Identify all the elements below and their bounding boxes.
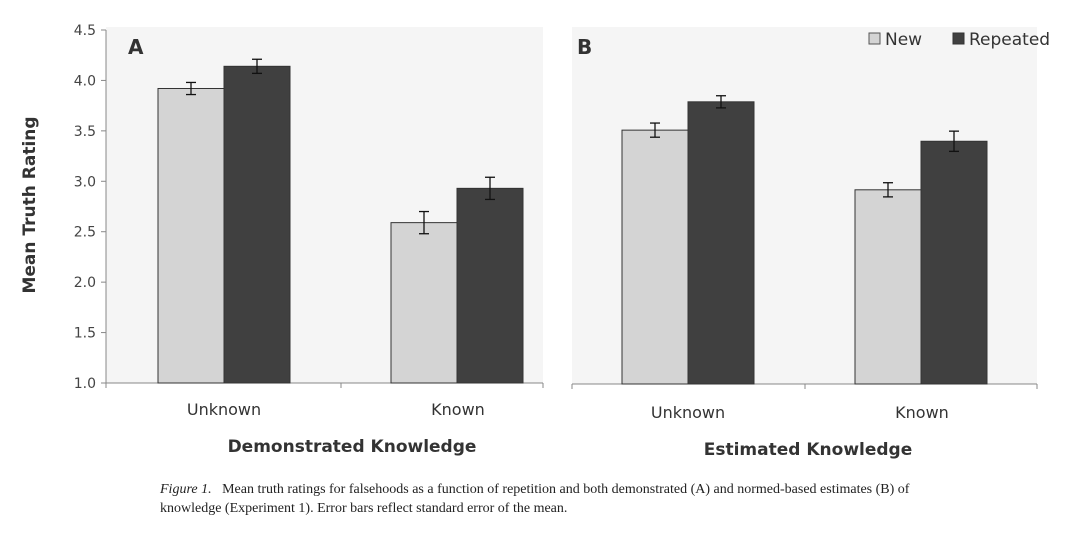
- error-bar-a-known-new: [419, 210, 429, 235]
- error-bar-a-known-repeated: [485, 176, 495, 201]
- figure-caption: Figure 1. Mean truth ratings for falseho…: [160, 480, 920, 518]
- y-axis-title: Mean Truth Rating: [20, 116, 40, 293]
- bar-a-known-new: [390, 222, 458, 384]
- category-label-b-known: Known: [895, 403, 949, 422]
- error-bar-b-unknown-repeated: [716, 95, 726, 109]
- legend-label-repeated: Repeated: [969, 30, 1050, 50]
- bar-a-known-repeated: [456, 187, 524, 384]
- y-tick-label-2: 2.0: [74, 275, 96, 291]
- y-tick-label-1: 1.5: [74, 326, 96, 342]
- panel-label-b: B: [577, 35, 592, 59]
- panel-a: 1.0 1.5 2.0 2.5 3.0 3.5 4.0 4.5 A Unknown Known…: [20, 23, 544, 457]
- legend-swatch-repeated: [952, 32, 965, 45]
- y-tick-label-5: 3.5: [74, 124, 96, 140]
- bars-a: [157, 58, 524, 384]
- bar-b-known-repeated: [920, 140, 988, 385]
- bar-a-unknown-new: [157, 87, 225, 384]
- category-label-a-unknown: Unknown: [187, 400, 261, 419]
- caption-text: Mean truth ratings for falsehoods as a f…: [160, 482, 910, 516]
- bar-b-known-new: [854, 189, 922, 385]
- bar-b-unknown-repeated: [687, 101, 755, 385]
- y-tick-label-3: 2.5: [74, 225, 96, 241]
- category-label-b-unknown: Unknown: [651, 403, 725, 422]
- x-axis-ticks-b: [571, 384, 1038, 389]
- legend-swatch-new: [868, 32, 881, 45]
- legend: New Repeated: [868, 30, 1050, 50]
- y-axis-ticks-a: 1.0 1.5 2.0 2.5 3.0 3.5 4.0 4.5: [74, 23, 544, 392]
- legend-label-new: New: [885, 30, 922, 50]
- error-bar-b-unknown-new: [650, 122, 660, 138]
- y-tick-label-4: 3.0: [74, 174, 96, 190]
- x-axis-title-b: Estimated Knowledge: [704, 440, 913, 460]
- bar-b-unknown-new: [621, 129, 689, 385]
- category-label-a-known: Known: [431, 400, 485, 419]
- bars-b: [621, 95, 988, 385]
- error-bar-a-unknown-new: [186, 81, 196, 96]
- panel-b: B Unknown Known Estimated Knowledge New …: [571, 27, 1050, 460]
- panel-label-a: A: [128, 35, 144, 59]
- bar-a-unknown-repeated: [223, 65, 291, 384]
- y-tick-label-6: 4.0: [74, 73, 96, 89]
- x-axis-title-a: Demonstrated Knowledge: [228, 437, 477, 457]
- error-bar-a-unknown-repeated: [252, 58, 262, 75]
- error-bar-b-known-new: [883, 182, 893, 198]
- y-tick-label-0: 1.0: [74, 376, 96, 392]
- error-bar-b-known-repeated: [949, 130, 959, 153]
- caption-label: Figure 1.: [160, 482, 212, 497]
- y-tick-label-7: 4.5: [74, 23, 96, 39]
- chart-svg: 1.0 1.5 2.0 2.5 3.0 3.5 4.0 4.5 A Unknown Known…: [20, 23, 1050, 460]
